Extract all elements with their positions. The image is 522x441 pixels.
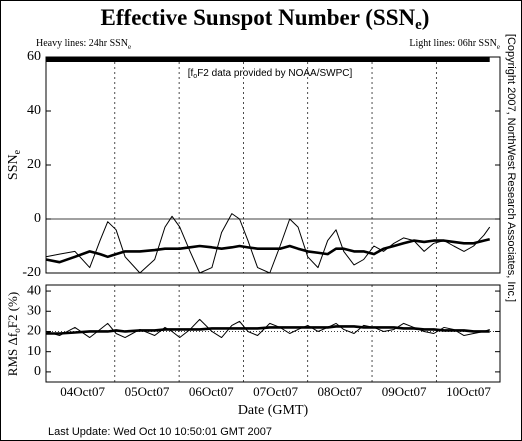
x-tick-label: 07Oct07 [253, 384, 298, 399]
y-tick-label: 30 [27, 303, 41, 318]
y-tick-label: 20 [27, 324, 41, 339]
footer: Last Update: Wed Oct 10 10:50:01 GMT 200… [48, 426, 272, 438]
note-text: Heavy lines: 24hr SSN [36, 38, 128, 49]
series-line [46, 325, 490, 335]
y-tick-label: 40 [27, 103, 41, 118]
note-subscript: e [497, 43, 500, 51]
y-tick-label: 0 [34, 211, 41, 226]
note-subscript: e [128, 43, 131, 51]
label-subscript: e [12, 149, 23, 154]
annotation: [foF2 data provided by NOAA/SWPC] [188, 68, 353, 80]
series-line [45, 213, 491, 274]
x-axis-label: Date (GMT) [238, 403, 309, 418]
y-tick-label: 10 [27, 344, 41, 359]
y-tick-label: 40 [27, 283, 41, 298]
y-tick-label: 60 [27, 49, 41, 64]
x-tick-label: 06Oct07 [189, 384, 234, 399]
x-tick-label: 05Oct07 [125, 384, 170, 399]
x-tick-label: 10Oct07 [446, 384, 491, 399]
data-coverage-bar [46, 57, 490, 62]
y-axis-label: RMS ΔfoF2 (%) [5, 292, 22, 376]
right-note: Light lines: 06hr SSNe [409, 38, 500, 50]
annotation-subscript: o [193, 73, 197, 80]
label-subscript: o [12, 328, 22, 333]
label-text: SSN [6, 154, 21, 180]
x-tick-label: 08Oct07 [317, 384, 362, 399]
y-tick-label: 0 [34, 364, 41, 379]
title-text: ) [422, 5, 430, 30]
x-tick-label: 09Oct07 [382, 384, 427, 399]
left-note: Heavy lines: 24hr SSNe [36, 38, 131, 50]
label-text: F2 (%) [5, 292, 20, 328]
title-subscript: e [415, 17, 422, 33]
note-text: Light lines: 06hr SSN [409, 38, 497, 49]
series-line [45, 237, 491, 264]
annotation-text: [f [188, 68, 194, 79]
y-tick-label: 20 [27, 157, 41, 172]
annotation-text: F2 data provided by NOAA/SWPC] [197, 68, 352, 79]
y-tick-label: -20 [22, 265, 41, 280]
y-axis-label: SSNe [6, 149, 23, 180]
x-tick-label: 04Oct07 [60, 384, 105, 399]
chart-title: Effective Sunspot Number (SSNe) [101, 5, 430, 33]
copyright: [Copyright 2007, NorthWest Research Asso… [505, 34, 517, 302]
label-text: RMS Δf [5, 332, 20, 376]
title-text: Effective Sunspot Number (SSN [101, 5, 416, 30]
